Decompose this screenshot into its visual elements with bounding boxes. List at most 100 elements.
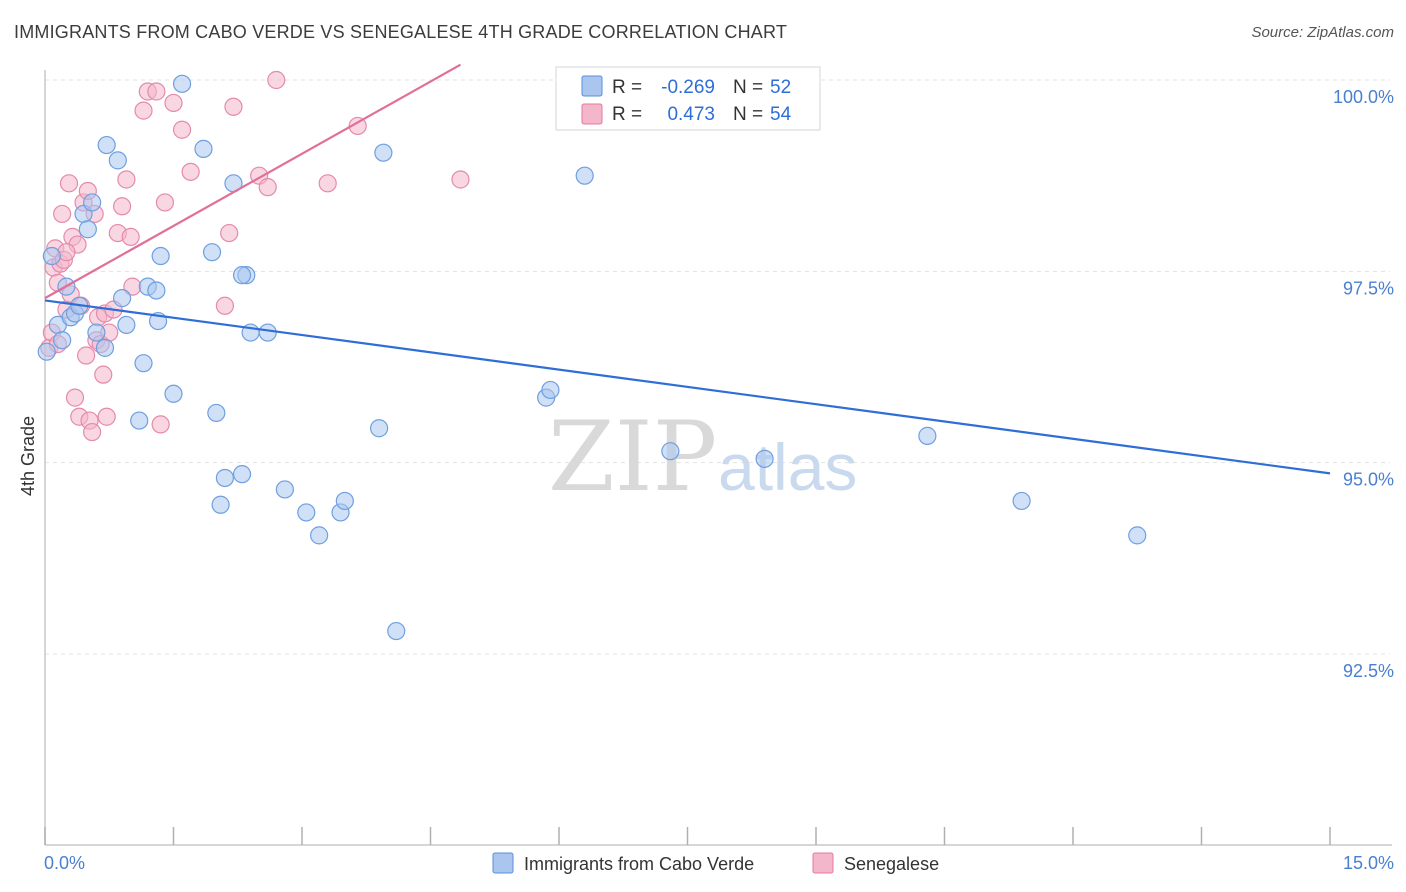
legend-n-value-pink: 54 [770,104,792,125]
bottom-legend-blue-swatch [492,852,514,874]
cabo-verde-point-11 [87,323,106,342]
cabo-verde-point-35 [258,323,277,342]
senegalese-point-40 [181,162,200,181]
grid-lines [45,79,1390,655]
cabo-verde-point-18 [134,354,153,373]
cabo-verde-point-47 [661,442,680,461]
cabo-verde-point-10 [83,193,102,212]
x-tick-label-max: 15.0% [1343,853,1394,873]
cabo-verde-point-32 [232,465,252,484]
senegalese-point-51 [77,346,96,365]
senegalese-point-37 [155,193,175,212]
cabo-verde-point-1 [42,246,61,266]
senegalese-point-23 [94,365,113,384]
cabo-verde-point-41 [370,419,389,438]
cabo-verde-point-13 [97,135,116,155]
cabo-verde-trend-line [44,299,1331,475]
cabo-verde-point-46 [575,166,594,185]
senegalese-point-6 [53,204,72,224]
senegalese-point-18 [83,422,102,442]
cabo-verde-point-45 [541,380,560,400]
cabo-verde-point-17 [130,411,149,430]
senegalese-point-36 [151,415,170,434]
legend-pink-swatch [581,103,603,125]
senegalese-point-42 [220,223,239,243]
series-senegalese-points [40,70,470,442]
cabo-verde-point-37 [297,503,316,522]
legend-r-label-pink: R = [612,104,642,125]
senegalese-point-41 [215,296,234,315]
senegalese-point-30 [117,170,136,189]
senegalese-point-29 [112,197,132,216]
watermark-zip: ZIP [548,401,717,513]
cabo-verde-point-29 [215,468,234,488]
senegalese-point-46 [267,70,286,90]
cabo-verde-point-43 [387,621,406,641]
stats-legend: R = -0.269 N = 52 R = 0.473 N = 54 [555,66,821,131]
senegalese-point-43 [224,97,243,116]
cabo-verde-point-51 [1128,526,1147,545]
cabo-verde-point-42 [374,143,393,162]
y-tick-label-2: 97.5% [1343,278,1394,298]
cabo-verde-point-9 [78,220,97,239]
senegalese-point-47 [318,174,337,193]
y-axis-title: 4th Grade [18,416,38,496]
legend-n-label-pink: N = [733,104,763,125]
cabo-verde-point-40 [335,491,354,511]
cabo-verde-point-38 [310,526,329,545]
senegalese-point-39 [172,120,192,139]
legend-blue-swatch [581,75,603,97]
senegalese-point-38 [164,93,183,113]
cabo-verde-point-26 [202,243,222,262]
bottom-legend-pink-swatch [812,852,834,874]
senegalese-point-31 [121,227,140,246]
senegalese-point-48 [348,116,367,136]
cabo-verde-point-12 [95,338,115,357]
trend-lines [44,63,1331,475]
legend-n-value-blue: 52 [770,77,791,98]
bottom-legend-blue-label: Immigrants from Cabo Verde [524,854,754,874]
x-tick-label-min: 0.0% [44,853,85,873]
cabo-verde-point-14 [108,151,127,170]
cabo-verde-point-0 [37,342,56,361]
cabo-verde-point-15 [112,289,132,308]
senegalese-trend-line [44,63,462,300]
senegalese-point-12 [65,388,85,407]
chart-source: Source: ZipAtlas.com [1251,24,1394,41]
cabo-verde-point-48 [755,449,774,468]
chart-title: IMMIGRANTS FROM CABO VERDE VS SENEGALESE… [14,22,788,42]
bottom-legend-pink-label: Senegalese [844,854,939,874]
cabo-verde-point-25 [194,139,213,158]
cabo-verde-point-20 [147,281,166,300]
axes [44,70,1392,846]
y-tick-label-1: 95.0% [1343,470,1394,490]
cabo-verde-point-23 [164,384,183,403]
senegalese-point-33 [134,101,153,120]
legend-r-value-pink: 0.473 [667,104,715,125]
cabo-verde-point-28 [211,495,230,514]
cabo-verde-point-22 [151,246,170,266]
cabo-verde-point-36 [275,480,294,499]
series-cabo-verde-points [37,74,1147,641]
cabo-verde-point-24 [172,74,192,93]
y-tick-labels: 92.5% 95.0% 97.5% 100.0% [1333,87,1394,681]
legend-r-label-blue: R = [612,77,642,98]
cabo-verde-point-16 [117,315,136,335]
cabo-verde-point-49 [918,426,937,445]
cabo-verde-point-50 [1012,491,1031,511]
senegalese-point-9 [59,174,79,193]
senegalese-point-45 [258,178,277,197]
series-legend: Immigrants from Cabo Verde Senegalese [492,852,939,874]
cabo-verde-point-27 [207,403,226,423]
y-tick-label-3: 100.0% [1333,87,1394,107]
senegalese-point-25 [97,407,116,426]
senegalese-point-49 [451,170,470,189]
legend-r-value-blue: -0.269 [661,77,715,98]
senegalese-point-35 [147,82,166,101]
cabo-verde-point-3 [53,331,72,350]
watermark-atlas: atlas [718,430,857,504]
y-tick-label-0: 92.5% [1343,661,1394,681]
cabo-verde-point-33 [232,266,252,285]
legend-n-label-blue: N = [733,77,763,98]
